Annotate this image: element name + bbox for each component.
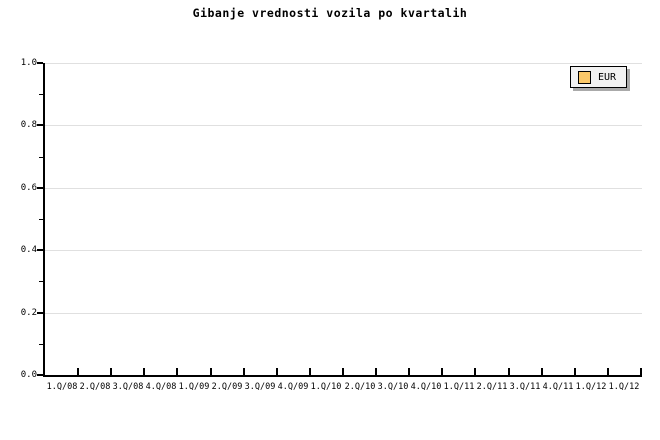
x-tick-label: 2.Q/10 (344, 382, 376, 392)
y-major-tick (37, 187, 43, 189)
legend-swatch-eur (578, 70, 591, 84)
x-tick-label: 1.Q/08 (46, 382, 78, 392)
y-tick-label: 0.2 (20, 308, 37, 318)
legend: EUR (570, 66, 627, 88)
x-tick (243, 368, 245, 375)
x-tick-label: 3.Q/09 (244, 382, 276, 392)
x-tick-label: 1.Q/10 (310, 382, 342, 392)
x-tick (77, 368, 79, 375)
x-tick-label: 2.Q/11 (476, 382, 508, 392)
x-tick-label: 3.Q/08 (112, 382, 144, 392)
y-tick-label: 1.0 (20, 58, 37, 68)
y-minor-tick (39, 219, 43, 220)
y-major-tick (37, 249, 43, 251)
y-minor-tick (39, 281, 43, 282)
x-tick (309, 368, 311, 375)
y-major-tick (37, 124, 43, 126)
x-tick-label: 2.Q/09 (211, 382, 243, 392)
x-tick (276, 368, 278, 375)
x-tick-label: 3.Q/11 (509, 382, 541, 392)
x-tick-label: 1.Q/09 (178, 382, 210, 392)
x-tick-label: 1.Q/12 (575, 382, 607, 392)
y-tick-label: 0.4 (20, 245, 37, 255)
x-axis-line (43, 375, 642, 377)
y-tick-label: 0.0 (20, 370, 37, 380)
x-tick (607, 368, 609, 375)
x-tick (541, 368, 543, 375)
x-tick-label: 4.Q/10 (410, 382, 442, 392)
x-tick (210, 368, 212, 375)
x-tick-label: 4.Q/11 (542, 382, 574, 392)
grid-line (44, 125, 642, 126)
legend-label-eur: EUR (598, 71, 617, 83)
x-tick (574, 368, 576, 375)
x-tick (441, 368, 443, 375)
x-tick-label: 1.Q/12 (608, 382, 640, 392)
x-tick-label: 4.Q/08 (145, 382, 177, 392)
grid-line (44, 188, 642, 189)
x-tick-label: 4.Q/09 (277, 382, 309, 392)
x-tick-label: 2.Q/08 (79, 382, 111, 392)
y-minor-tick (39, 94, 43, 95)
y-tick-label: 0.6 (20, 183, 37, 193)
x-tick (508, 368, 510, 375)
x-tick (342, 368, 344, 375)
x-tick (143, 368, 145, 375)
y-axis-line (43, 63, 45, 377)
y-major-tick (37, 62, 43, 64)
y-minor-tick (39, 157, 43, 158)
y-major-tick (37, 312, 43, 314)
x-tick-label: 1.Q/11 (443, 382, 475, 392)
chart-title: Gibanje vrednosti vozila po kvartalih (192, 6, 468, 20)
x-tick (640, 368, 642, 375)
grid-line (44, 313, 642, 314)
x-tick (474, 368, 476, 375)
x-tick (375, 368, 377, 375)
x-tick-label: 3.Q/10 (377, 382, 409, 392)
grid-line (44, 250, 642, 251)
x-tick (176, 368, 178, 375)
grid-line (44, 63, 642, 64)
x-tick (408, 368, 410, 375)
x-tick (110, 368, 112, 375)
y-major-tick (37, 374, 43, 376)
y-minor-tick (39, 344, 43, 345)
y-tick-label: 0.8 (20, 120, 37, 130)
